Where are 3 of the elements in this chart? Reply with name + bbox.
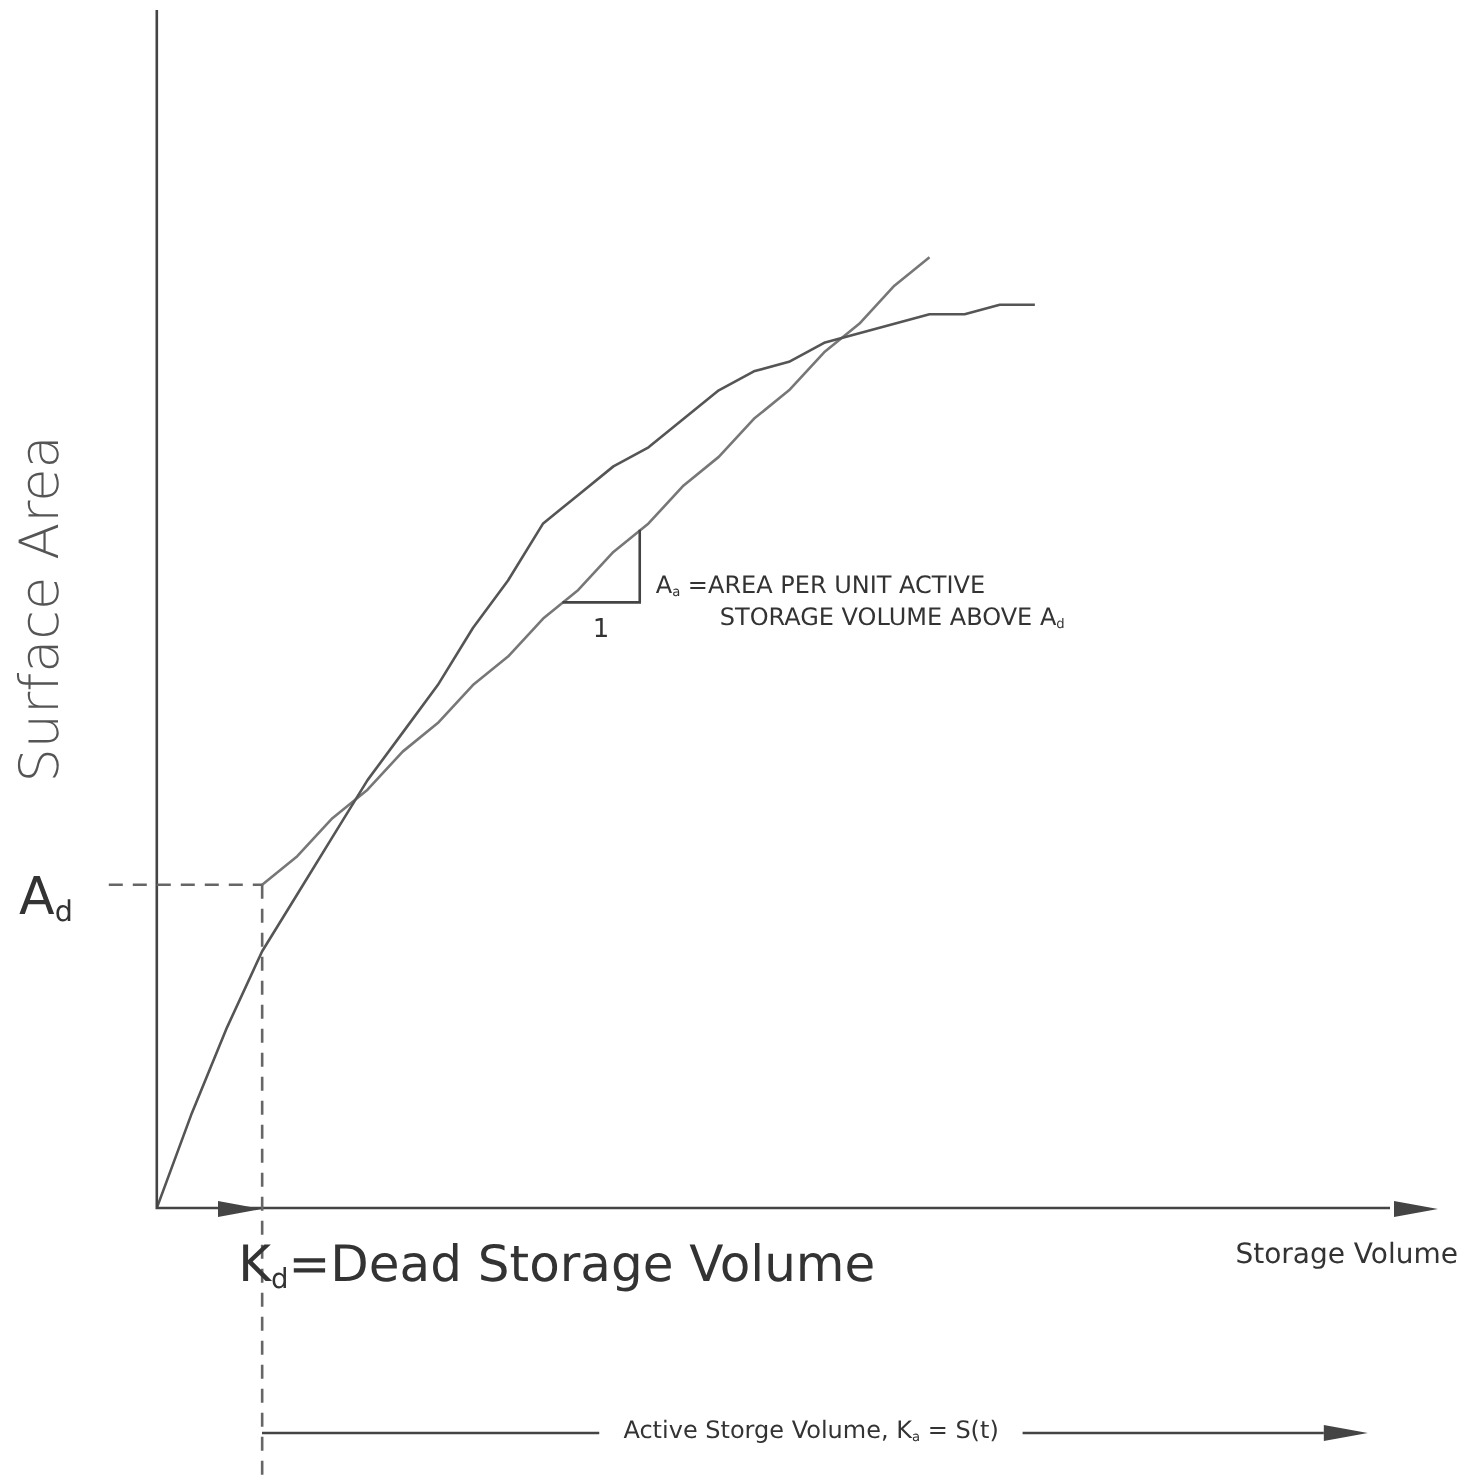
y-axis-title: Surface Area xyxy=(10,435,73,783)
annotation: 1 xyxy=(592,615,610,646)
text: Storage Volume xyxy=(1235,1239,1458,1272)
